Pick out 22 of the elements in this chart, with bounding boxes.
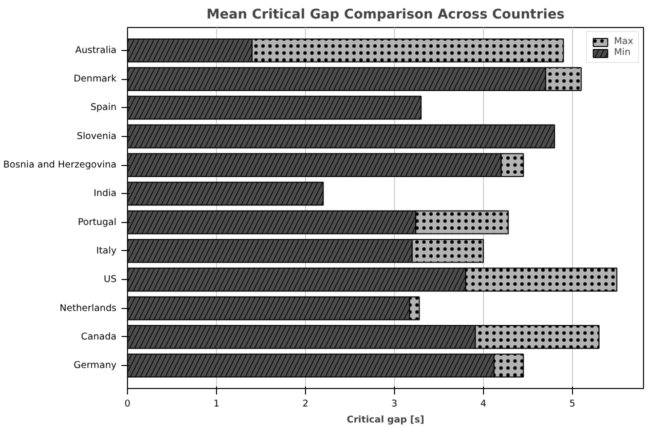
- x-axis-title: Critical gap [s]: [346, 414, 424, 426]
- y-tick-label: Slovenia: [76, 130, 117, 142]
- y-tick-label: Bosnia and Herzegovina: [3, 160, 117, 171]
- y-tick-label: Australia: [75, 44, 117, 56]
- x-tick-label: 2: [302, 398, 308, 410]
- x-tick-label: 4: [480, 398, 486, 410]
- x-tick-label: 0: [124, 398, 131, 410]
- legend-label: Min: [614, 47, 632, 58]
- y-tick-label: Portugal: [78, 216, 117, 228]
- y-tick-label: Italy: [96, 245, 117, 256]
- legend-label: Max: [614, 36, 634, 47]
- x-tick-label: 5: [569, 398, 576, 410]
- chart-title: Mean Critical Gap Comparison Across Countries: [206, 8, 565, 22]
- y-tick-label: Canada: [81, 331, 117, 342]
- y-tick-label: India: [94, 188, 117, 200]
- y-tick-label: Germany: [74, 360, 117, 372]
- x-tick-label: 1: [214, 398, 220, 410]
- x-tick-label: 3: [391, 398, 398, 410]
- y-tick-label: Netherlands: [60, 302, 117, 314]
- y-tick-label: Spain: [90, 102, 117, 114]
- y-tick-label: US: [104, 274, 117, 286]
- y-tick-label: Denmark: [74, 74, 118, 85]
